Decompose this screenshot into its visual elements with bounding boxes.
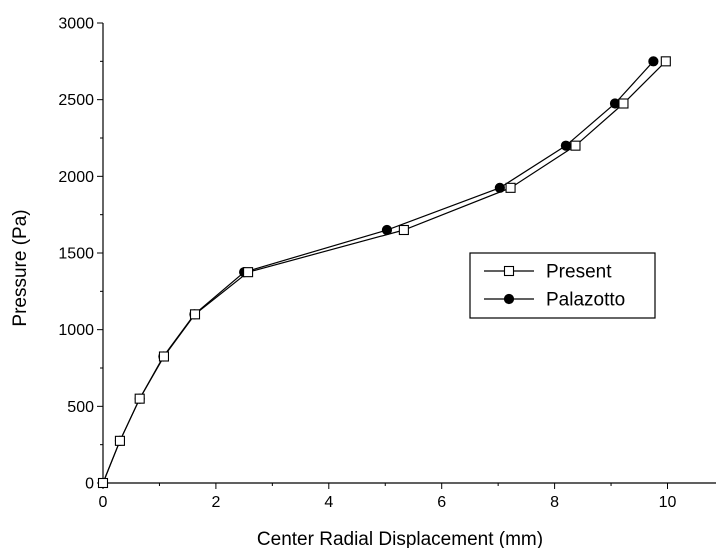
legend-box xyxy=(469,252,656,319)
x-tick-label: 2 xyxy=(211,494,220,511)
data-point xyxy=(97,477,109,489)
x-tick-label: 4 xyxy=(324,494,333,511)
data-point xyxy=(609,98,621,109)
legend-marker xyxy=(503,293,515,305)
data-point xyxy=(189,309,201,320)
data-point xyxy=(134,393,145,404)
y-tick-label: 1500 xyxy=(58,246,94,263)
series-layer xyxy=(97,56,671,489)
data-point xyxy=(618,98,629,109)
y-axis-title: Pressure (Pa) xyxy=(10,209,31,326)
data-point xyxy=(243,267,254,278)
legend-label: Present xyxy=(546,262,612,283)
data-point xyxy=(648,56,659,67)
y-tick-label: 0 xyxy=(85,476,94,493)
data-point xyxy=(560,140,571,151)
data-point xyxy=(158,351,170,362)
y-tick-label: 2500 xyxy=(58,92,94,109)
x-tick-label: 8 xyxy=(550,494,559,511)
series-present xyxy=(97,56,671,489)
data-point xyxy=(660,56,671,67)
y-tick-label: 500 xyxy=(67,399,94,416)
legend: Present Palazotto xyxy=(469,252,656,319)
data-point xyxy=(505,182,516,193)
y-tick-label: 2000 xyxy=(58,169,94,186)
x-tick-label: 6 xyxy=(437,494,446,511)
legend-label: Palazotto xyxy=(546,290,625,311)
ticks: 0 2 4 6 8 10 0 500 1000 1500 2000 2500 3000 xyxy=(58,16,676,512)
data-point xyxy=(570,140,581,151)
y-tick-label: 3000 xyxy=(58,16,94,33)
x-axis-title: Center Radial Displacement (mm) xyxy=(257,529,543,548)
legend-marker xyxy=(503,265,515,277)
y-tick-label: 1000 xyxy=(58,322,94,339)
data-point xyxy=(114,435,125,446)
x-tick-label: 0 xyxy=(99,494,108,511)
data-point xyxy=(398,224,409,236)
x-tick-label: 10 xyxy=(659,494,677,511)
